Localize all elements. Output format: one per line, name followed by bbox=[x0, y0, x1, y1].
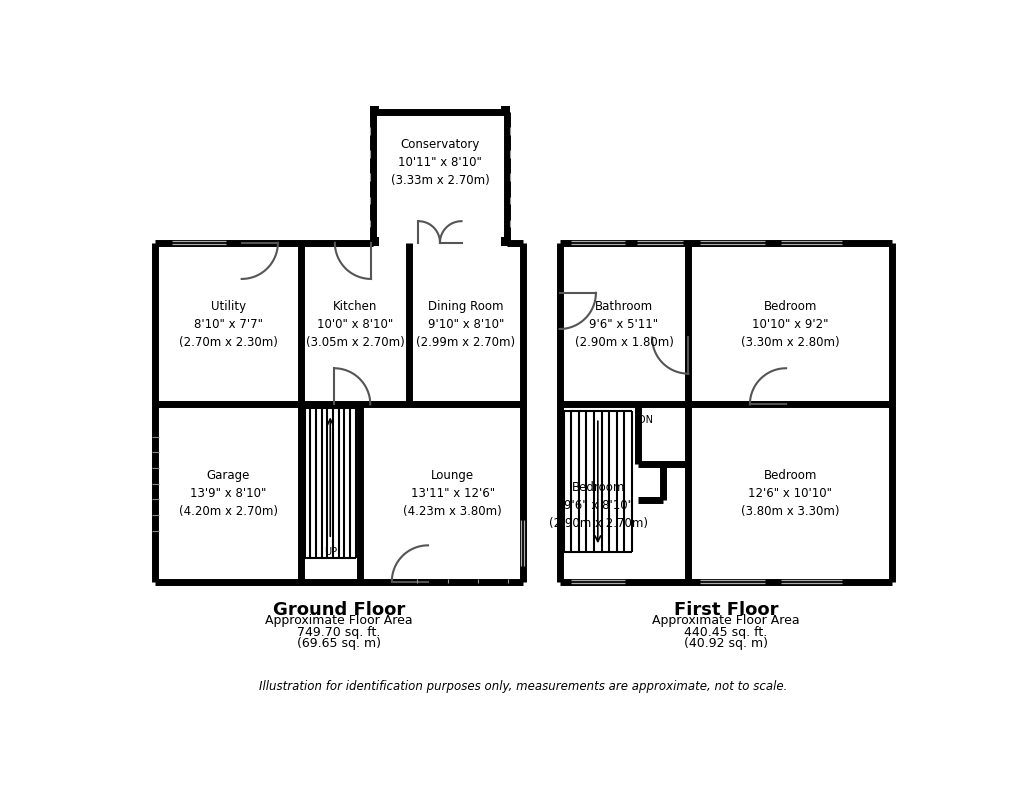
Text: UP: UP bbox=[323, 546, 336, 556]
Text: Kitchen
10'0" x 8'10"
(3.05m x 2.70m): Kitchen 10'0" x 8'10" (3.05m x 2.70m) bbox=[306, 300, 404, 349]
Bar bbox=[780, 239, 842, 246]
Text: 440.45 sq. ft.: 440.45 sq. ft. bbox=[684, 625, 767, 638]
Bar bbox=[749, 401, 786, 407]
Bar bbox=[571, 239, 625, 246]
Text: DN: DN bbox=[638, 415, 652, 425]
Text: Bedroom
12'6" x 10'10"
(3.80m x 3.30m): Bedroom 12'6" x 10'10" (3.80m x 3.30m) bbox=[741, 469, 839, 518]
Text: (69.65 sq. m): (69.65 sq. m) bbox=[297, 637, 381, 650]
Text: 749.70 sq. ft.: 749.70 sq. ft. bbox=[298, 625, 380, 638]
Text: Bedroom
10'10" x 9'2"
(3.30m x 2.80m): Bedroom 10'10" x 9'2" (3.30m x 2.80m) bbox=[740, 300, 839, 349]
Bar bbox=[172, 239, 226, 246]
Text: First Floor: First Floor bbox=[674, 600, 777, 618]
Bar bbox=[334, 401, 371, 407]
Text: Ground Floor: Ground Floor bbox=[273, 600, 405, 618]
Text: Bedroom
9'6" x 8'10"
(2.90m x 2.70m): Bedroom 9'6" x 8'10" (2.90m x 2.70m) bbox=[549, 480, 648, 530]
Text: Lounge
13'11" x 12'6"
(4.23m x 3.80m): Lounge 13'11" x 12'6" (4.23m x 3.80m) bbox=[403, 469, 501, 518]
Text: Dining Room
9'10" x 8'10"
(2.99m x 2.70m): Dining Room 9'10" x 8'10" (2.99m x 2.70m… bbox=[416, 300, 515, 349]
Bar bbox=[780, 578, 842, 584]
Text: Approximate Floor Area: Approximate Floor Area bbox=[651, 613, 799, 626]
Bar bbox=[152, 437, 160, 531]
Bar bbox=[699, 239, 764, 246]
Bar bbox=[391, 578, 428, 584]
Bar bbox=[242, 239, 277, 246]
Bar bbox=[334, 239, 371, 246]
Bar bbox=[500, 106, 510, 116]
Text: Illustration for identification purposes only, measurements are approximate, not: Illustration for identification purposes… bbox=[258, 680, 787, 693]
Text: Garage
13'9" x 8'10"
(4.20m x 2.70m): Garage 13'9" x 8'10" (4.20m x 2.70m) bbox=[178, 469, 277, 518]
Text: Bathroom
9'6" x 5'11"
(2.90m x 1.80m): Bathroom 9'6" x 5'11" (2.90m x 1.80m) bbox=[574, 300, 673, 349]
Bar bbox=[556, 294, 564, 329]
Bar bbox=[699, 578, 764, 584]
Bar bbox=[571, 578, 625, 584]
Text: Conservatory
10'11" x 8'10"
(3.33m x 2.70m): Conservatory 10'11" x 8'10" (3.33m x 2.7… bbox=[390, 138, 489, 187]
Text: Utility
8'10" x 7'7"
(2.70m x 2.30m): Utility 8'10" x 7'7" (2.70m x 2.30m) bbox=[178, 300, 277, 349]
Bar bbox=[369, 238, 378, 247]
Bar bbox=[686, 338, 692, 374]
Bar bbox=[500, 238, 510, 247]
Bar bbox=[369, 106, 378, 116]
Text: (40.92 sq. m): (40.92 sq. m) bbox=[684, 637, 767, 650]
Text: Approximate Floor Area: Approximate Floor Area bbox=[265, 613, 413, 626]
Bar bbox=[636, 239, 683, 246]
Bar bbox=[520, 521, 526, 566]
